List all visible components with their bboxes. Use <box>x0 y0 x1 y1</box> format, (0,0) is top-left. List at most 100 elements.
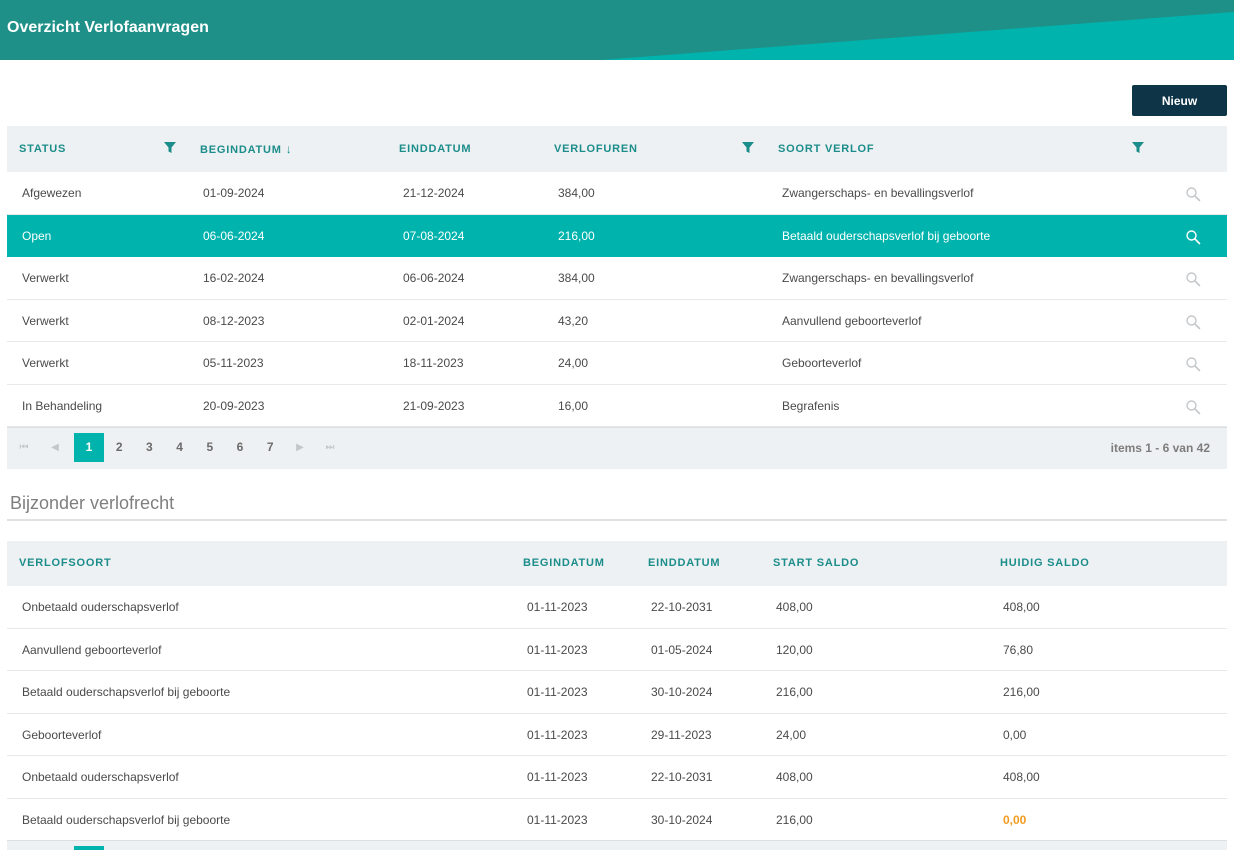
column-header-begindatum[interactable]: Begindatum <box>523 557 605 569</box>
table-row[interactable]: In Behandeling 20-09-2023 21-09-2023 16,00 B… <box>7 385 1227 427</box>
table-row: Betaald ouderschapsverlof bij geboorte 01… <box>7 671 1227 714</box>
cell-start: 24,00 <box>776 727 807 742</box>
page-button-2[interactable]: 2 <box>115 440 123 454</box>
column-header-huidig-saldo[interactable]: Huidig saldo <box>1000 557 1090 569</box>
cell-status: Afgewezen <box>22 186 82 200</box>
column-header-start-saldo[interactable]: Start saldo <box>773 557 860 569</box>
cell-end: 29-11-2023 <box>651 727 712 742</box>
table-row: Aanvullend geboorteverlof 01-11-2023 01-05… <box>7 629 1227 671</box>
column-header-einddatum[interactable]: Einddatum <box>399 143 472 155</box>
cell-begin: 01-11-2023 <box>527 600 588 614</box>
cell-end: 22-10-2031 <box>651 770 713 784</box>
cell-current: 408,00 <box>1003 770 1040 784</box>
cell-current: 216,00 <box>1003 685 1040 699</box>
view-details-search-icon[interactable] <box>1185 399 1201 415</box>
view-details-search-icon[interactable] <box>1185 186 1201 202</box>
cell-end: 22-10-2031 <box>651 600 713 614</box>
cell-hours: 43,20 <box>558 313 589 328</box>
page-banner: Overzicht Verlofaanvragen <box>0 0 1234 60</box>
cell-current: 76,80 <box>1003 642 1034 657</box>
cell-status: Verwerkt <box>22 271 69 285</box>
grid-header: Verlofsoort Begindatum Einddatum Start s… <box>7 541 1227 586</box>
banner-background <box>0 0 1234 60</box>
cell-type: Onbetaald ouderschapsverlof <box>22 600 179 614</box>
pager-info: items 1 - 6 van 42 <box>1110 441 1210 455</box>
column-header-verlofsoort[interactable]: Verlofsoort <box>19 557 112 569</box>
section-divider <box>7 519 1227 521</box>
last-page-button[interactable]: ⏭ <box>325 442 335 453</box>
grid-header: Status Begindatum ↓ Einddatum Verlofuren … <box>7 126 1227 172</box>
cell-type: Betaald ouderschapsverlof bij geboorte <box>22 685 231 699</box>
cell-type: Aanvullend geboorteverlof <box>782 313 922 328</box>
table-row[interactable]: Verwerkt 08-12-2023 02-01-2024 43,20 Aanvull… <box>7 300 1227 342</box>
page-button-7[interactable]: 7 <box>266 440 274 454</box>
table-row: Onbetaald ouderschapsverlof 01-11-2023 22-… <box>7 586 1227 629</box>
cell-begin: 16-02-2024 <box>203 271 265 285</box>
cell-begin: 01-11-2023 <box>527 642 588 657</box>
column-header-status[interactable]: Status <box>19 143 67 155</box>
page-button-5[interactable]: 5 <box>206 440 214 454</box>
cell-end: 02-01-2024 <box>403 313 465 328</box>
cell-status: Open <box>22 228 52 243</box>
view-details-search-icon[interactable] <box>1185 271 1201 287</box>
section-title: Bijzonder verlofrecht <box>10 493 175 513</box>
cell-end: 30-10-2024 <box>651 812 713 827</box>
next-page-button[interactable]: ▶ <box>296 442 304 453</box>
cell-begin: 20-09-2023 <box>203 398 265 413</box>
cell-begin: 08-12-2023 <box>203 313 265 328</box>
cell-current: 408,00 <box>1003 600 1040 614</box>
hours-filter-icon[interactable] <box>741 141 755 155</box>
column-header-einddatum[interactable]: Einddatum <box>648 557 721 569</box>
special-grid-pager <box>7 840 1227 850</box>
cell-begin: 01-11-2023 <box>527 812 588 827</box>
leave-requests-grid: Status Begindatum ↓ Einddatum Verlofuren … <box>7 126 1227 469</box>
column-header-begindatum[interactable]: Begindatum ↓ <box>200 126 293 172</box>
cell-end: 30-10-2024 <box>651 685 713 699</box>
special-leave-grid: Verlofsoort Begindatum Einddatum Start s… <box>7 541 1227 841</box>
grid-body: Onbetaald ouderschapsverlof 01-11-2023 22-… <box>7 586 1227 841</box>
cell-begin: 01-09-2024 <box>203 186 265 200</box>
table-row[interactable]: Afgewezen 01-09-2024 21-12-2024 384,00 Zwang… <box>7 172 1227 215</box>
cell-type: Onbetaald ouderschapsverlof <box>22 770 179 784</box>
column-header-verlofuren[interactable]: Verlofuren <box>554 143 638 155</box>
previous-page-button[interactable]: ◀ <box>51 442 59 453</box>
page-button-3[interactable]: 3 <box>146 440 153 454</box>
cell-hours: 384,00 <box>558 186 595 200</box>
type-filter-icon[interactable] <box>1131 141 1145 155</box>
status-filter-icon[interactable] <box>163 141 177 155</box>
table-row: Betaald ouderschapsverlof bij geboorte 01… <box>7 799 1227 841</box>
cell-end: 01-05-2024 <box>651 642 713 657</box>
page-button-active[interactable] <box>74 846 104 850</box>
cell-type: Zwangerschaps- en bevallingsverlof <box>782 271 974 285</box>
table-row: Geboorteverlof 01-11-2023 29-11-2023 24,00 0… <box>7 714 1227 756</box>
cell-end: 18-11-2023 <box>403 356 464 370</box>
page-button-6[interactable]: 6 <box>236 440 244 454</box>
cell-end: 07-08-2024 <box>403 228 465 243</box>
cell-status: In Behandeling <box>22 398 103 413</box>
table-row[interactable]: Verwerkt 16-02-2024 06-06-2024 384,00 Zwange… <box>7 257 1227 300</box>
page-button-1[interactable]: 1 <box>74 433 104 462</box>
cell-start: 408,00 <box>776 600 813 614</box>
cell-begin: 01-11-2023 <box>527 727 588 742</box>
page-title: Overzicht Verlofaanvragen <box>7 19 209 36</box>
table-row[interactable]: Verwerkt 05-11-2023 18-11-2023 24,00 Geboort… <box>7 342 1227 385</box>
view-details-search-icon[interactable] <box>1185 314 1201 330</box>
cell-type: Aanvullend geboorteverlof <box>22 642 162 657</box>
cell-begin: 01-11-2023 <box>527 770 588 784</box>
view-details-search-icon[interactable] <box>1185 229 1201 245</box>
first-page-button[interactable]: ⏮ <box>19 442 29 453</box>
cell-type: Begrafenis <box>782 398 840 413</box>
cell-start: 216,00 <box>776 685 813 699</box>
cell-hours: 384,00 <box>558 271 595 285</box>
table-row[interactable]: Open 06-06-2024 07-08-2024 216,00 Betaald ou… <box>7 214 1227 257</box>
cell-current: 0,00 <box>1003 812 1027 827</box>
view-details-search-icon[interactable] <box>1185 356 1201 372</box>
cell-end: 21-12-2024 <box>403 186 465 200</box>
page-button-4[interactable]: 4 <box>176 440 183 454</box>
cell-begin: 06-06-2024 <box>203 228 265 243</box>
sort-descending-icon: ↓ <box>285 142 293 156</box>
cell-status: Verwerkt <box>22 356 69 370</box>
new-request-button[interactable]: Nieuw <box>1132 85 1227 116</box>
column-header-soort-verlof[interactable]: Soort verlof <box>778 143 875 155</box>
